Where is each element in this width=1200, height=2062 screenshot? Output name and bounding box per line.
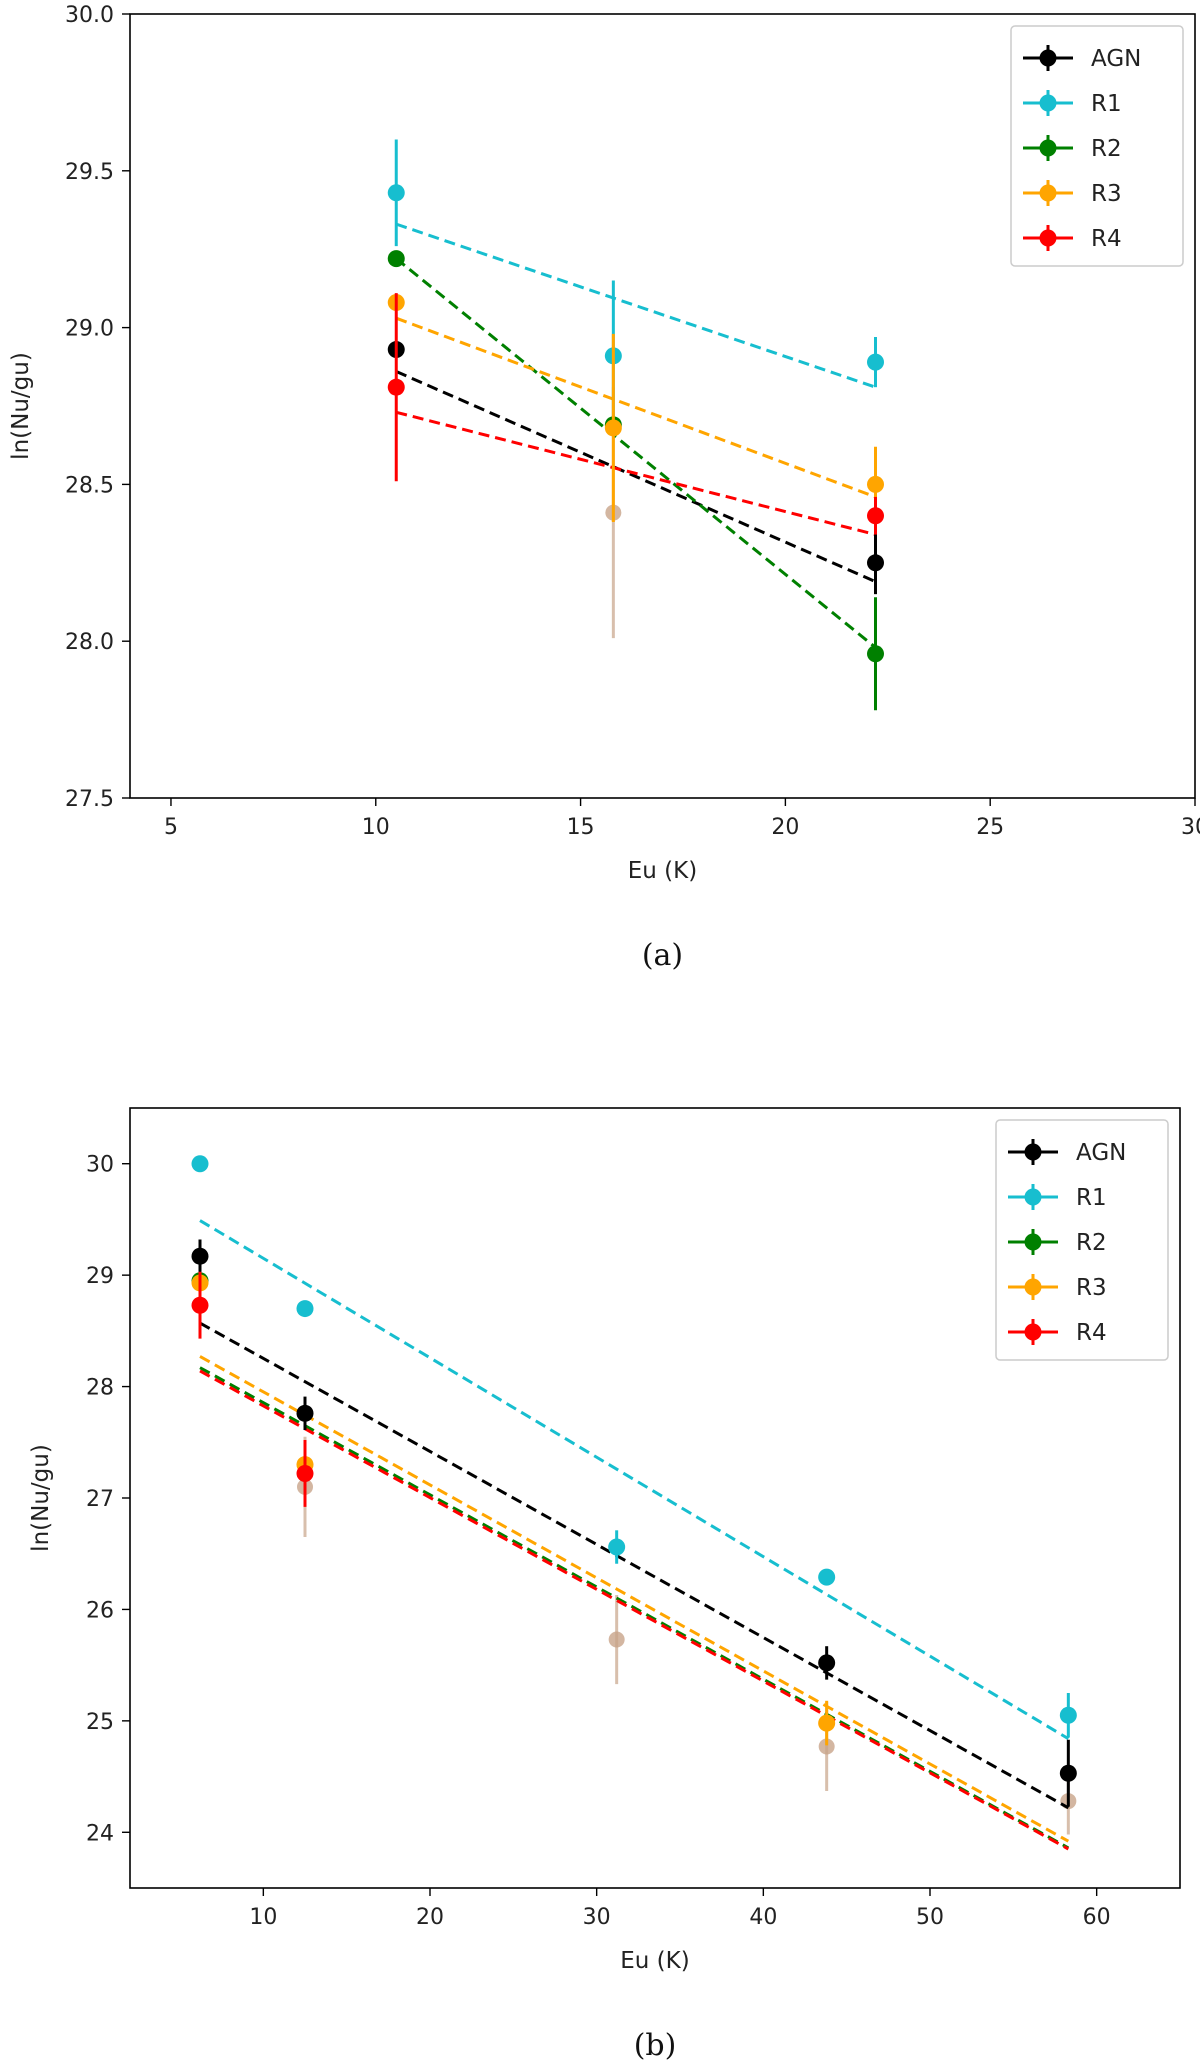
chart-b-point-r1: [1059, 1706, 1077, 1724]
chart-a-x-tick-label: 5: [164, 815, 178, 840]
chart-a-point-r2: [387, 250, 405, 268]
chart-a-point-r3: [604, 419, 622, 437]
chart-a-x-tick-label: 25: [976, 815, 1004, 840]
chart-b-legend-label-r4: R4: [1076, 1320, 1107, 1346]
chart-a-y-tick-label: 28.5: [65, 473, 114, 498]
chart-a-point-r4: [387, 378, 405, 396]
chart-b-point-r4: [191, 1296, 209, 1314]
chart-b-y-tick-label: 25: [86, 1710, 114, 1735]
chart-a-fit-line-r2: [395, 257, 877, 649]
chart-b-point-agn: [296, 1404, 314, 1422]
chart-b-legend-box: [995, 1119, 1169, 1361]
chart-a-legend-label-r4: R4: [1091, 226, 1122, 252]
chart-b-point-agn: [818, 1654, 836, 1672]
chart-b-legend-marker-r3: [1024, 1278, 1042, 1296]
chart-b-fit-line-r3: [199, 1355, 1070, 1843]
chart-a-fit-line-r3: [395, 316, 877, 499]
chart-b-y-tick-label: 24: [86, 1821, 114, 1846]
chart-panel-b: 10 20 30 40 50 60 24 25 26 27 28 29 30 Eu (K) ln(Nu/gu…: [0, 1070, 1200, 2062]
chart-a-y-tick-label: 29.5: [65, 160, 114, 185]
chart-b-point-agn: [191, 1247, 209, 1265]
chart-b-point-r1: [608, 1538, 626, 1556]
chart-b-point-r4: [296, 1464, 314, 1482]
chart-a-legend-marker-r1: [1039, 94, 1057, 112]
chart-b-y-tick-label: 28: [86, 1376, 114, 1401]
chart-b-y-tick-label: 30: [86, 1153, 114, 1178]
chart-b-svg: 10 20 30 40 50 60 24 25 26 27 28 29 30 Eu (K) ln(Nu/gu…: [28, 1107, 1181, 2062]
chart-a-legend-label-r1: R1: [1091, 91, 1122, 117]
chart-a-y-tick-label: 30.0: [65, 3, 114, 28]
chart-a-legend-marker-r4: [1039, 229, 1057, 247]
chart-b-caption: (b): [634, 2028, 677, 2062]
chart-b-point-r3: [818, 1714, 836, 1732]
chart-a-svg: 5 10 15 20 25 30 27.5 28.0 28.5 29.0 29.5 30.0 Eu (K…: [8, 3, 1200, 973]
chart-b-legend-label-r1: R1: [1076, 1185, 1107, 1211]
chart-a-legend-marker-r2: [1039, 139, 1057, 157]
chart-b-legend-label-agn: AGN: [1076, 1140, 1126, 1166]
chart-a-y-tick-label: 28.0: [65, 630, 114, 655]
chart-a-fit-line-r1: [395, 222, 876, 389]
chart-b-x-tick-label: 40: [749, 1905, 777, 1930]
chart-b-legend-label-r2: R2: [1076, 1230, 1107, 1256]
chart-b-legend-marker-agn: [1024, 1143, 1042, 1161]
chart-a-point-r1: [387, 184, 405, 202]
chart-b-y-tick-label: 27: [86, 1487, 114, 1512]
chart-a-legend-label-r2: R2: [1091, 136, 1122, 162]
chart-a-legend-marker-agn: [1039, 49, 1057, 67]
chart-a-legend-label-r3: R3: [1091, 181, 1122, 207]
chart-a-x-tick-label: 20: [771, 815, 799, 840]
chart-a-fit-line-r4: [395, 410, 876, 537]
chart-a-x-tick-label: 30: [1181, 815, 1200, 840]
chart-b-y-axis-title: ln(Nu/gu): [28, 1444, 54, 1552]
chart-a-plot-frame: [129, 13, 1196, 799]
chart-a-legend-label-agn: AGN: [1091, 46, 1141, 72]
chart-b-x-tick-label: 10: [249, 1905, 277, 1930]
chart-b-legend-marker-r4: [1024, 1323, 1042, 1341]
chart-panel-a: 5 10 15 20 25 30 27.5 28.0 28.5 29.0 29.5 30.0 Eu (K…: [0, 0, 1200, 1000]
chart-b-faded-point: [608, 1631, 625, 1648]
chart-b-legend-label-r3: R3: [1076, 1275, 1107, 1301]
chart-b-point-r1: [818, 1568, 836, 1586]
chart-a-legend-box: [1010, 25, 1184, 267]
chart-b-y-tick-label: 26: [86, 1598, 114, 1623]
chart-b-x-axis-title: Eu (K): [620, 1948, 689, 1974]
chart-a-x-axis-title: Eu (K): [628, 858, 697, 884]
chart-a-y-tick-label: 27.5: [65, 787, 114, 812]
chart-a-fit-line-agn: [395, 370, 877, 583]
chart-b-point-r1: [191, 1155, 209, 1173]
chart-a-point-agn: [867, 554, 884, 572]
chart-b-point-agn: [1059, 1764, 1077, 1782]
chart-a-point-r1: [867, 353, 884, 371]
chart-b-y-tick-label: 29: [86, 1264, 114, 1289]
chart-a-y-tick-label: 29.0: [65, 317, 114, 342]
chart-b-fit-line-r1: [199, 1219, 1070, 1740]
chart-a-point-r2: [867, 645, 884, 663]
chart-a-point-r3: [867, 475, 884, 493]
chart-b-x-tick-label: 50: [916, 1905, 944, 1930]
chart-b-fit-line-r4: [199, 1369, 1070, 1851]
chart-b-legend-marker-r2: [1024, 1233, 1042, 1251]
chart-a-x-tick-label: 10: [362, 815, 390, 840]
chart-a-caption: (a): [642, 938, 683, 973]
chart-b-fit-line-agn: [199, 1321, 1070, 1810]
chart-b-point-r1: [296, 1300, 314, 1318]
chart-b-x-tick-label: 60: [1083, 1905, 1111, 1930]
chart-b-faded-point: [818, 1738, 835, 1755]
chart-a-x-tick-label: 15: [567, 815, 595, 840]
chart-a-y-axis-title: ln(Nu/gu): [8, 352, 34, 460]
chart-b-x-tick-label: 20: [416, 1905, 444, 1930]
chart-b-legend-marker-r1: [1024, 1188, 1042, 1206]
chart-a-point-r4: [867, 507, 884, 525]
chart-b-x-tick-label: 30: [583, 1905, 611, 1930]
chart-a-legend-marker-r3: [1039, 184, 1057, 202]
